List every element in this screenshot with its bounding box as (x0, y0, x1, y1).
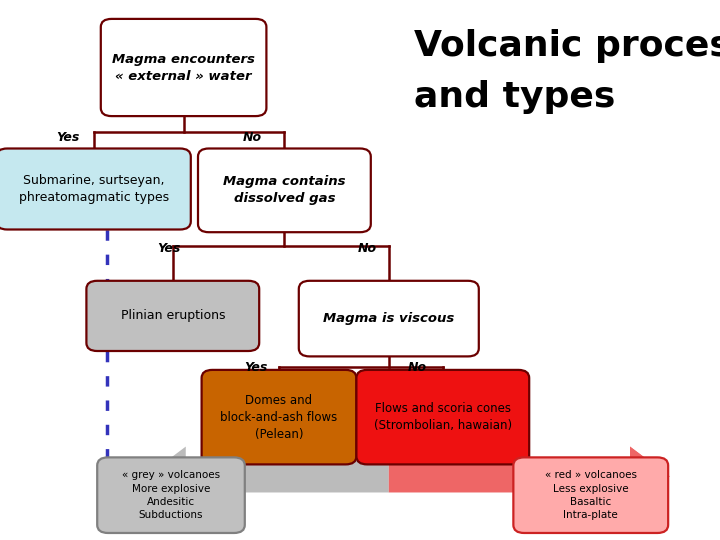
FancyBboxPatch shape (202, 370, 356, 464)
FancyArrow shape (389, 447, 670, 506)
FancyBboxPatch shape (86, 281, 259, 351)
Text: No: No (358, 242, 377, 255)
FancyArrow shape (146, 447, 389, 506)
Text: « red » volcanoes
Less explosive
Basaltic
Intra-plate: « red » volcanoes Less explosive Basalti… (545, 470, 636, 520)
Text: Yes: Yes (244, 361, 267, 374)
Text: Submarine, surtseyan,
phreatomagmatic types: Submarine, surtseyan, phreatomagmatic ty… (19, 174, 168, 204)
FancyBboxPatch shape (101, 19, 266, 116)
Text: Volcanic processes: Volcanic processes (414, 29, 720, 63)
FancyBboxPatch shape (513, 457, 668, 533)
FancyArrow shape (630, 447, 670, 506)
Text: No: No (408, 361, 427, 374)
Text: Domes and
block-and-ash flows
(Pelean): Domes and block-and-ash flows (Pelean) (220, 394, 338, 441)
Text: « grey » volcanoes
More explosive
Andesitic
Subductions: « grey » volcanoes More explosive Andesi… (122, 470, 220, 520)
Text: and types: and types (414, 80, 616, 114)
FancyBboxPatch shape (97, 457, 245, 533)
Text: Magma contains
dissolved gas: Magma contains dissolved gas (223, 176, 346, 205)
Text: Magma is viscous: Magma is viscous (323, 312, 454, 325)
Text: Magma encounters
« external » water: Magma encounters « external » water (112, 52, 255, 83)
Text: Yes: Yes (57, 131, 80, 144)
FancyBboxPatch shape (198, 148, 371, 232)
Text: Flows and scoria cones
(Strombolian, hawaian): Flows and scoria cones (Strombolian, haw… (374, 402, 512, 432)
FancyBboxPatch shape (356, 370, 529, 464)
FancyBboxPatch shape (0, 148, 191, 230)
FancyBboxPatch shape (299, 281, 479, 356)
Text: Yes: Yes (158, 242, 181, 255)
Text: No: No (243, 131, 261, 144)
Text: Plinian eruptions: Plinian eruptions (120, 309, 225, 322)
